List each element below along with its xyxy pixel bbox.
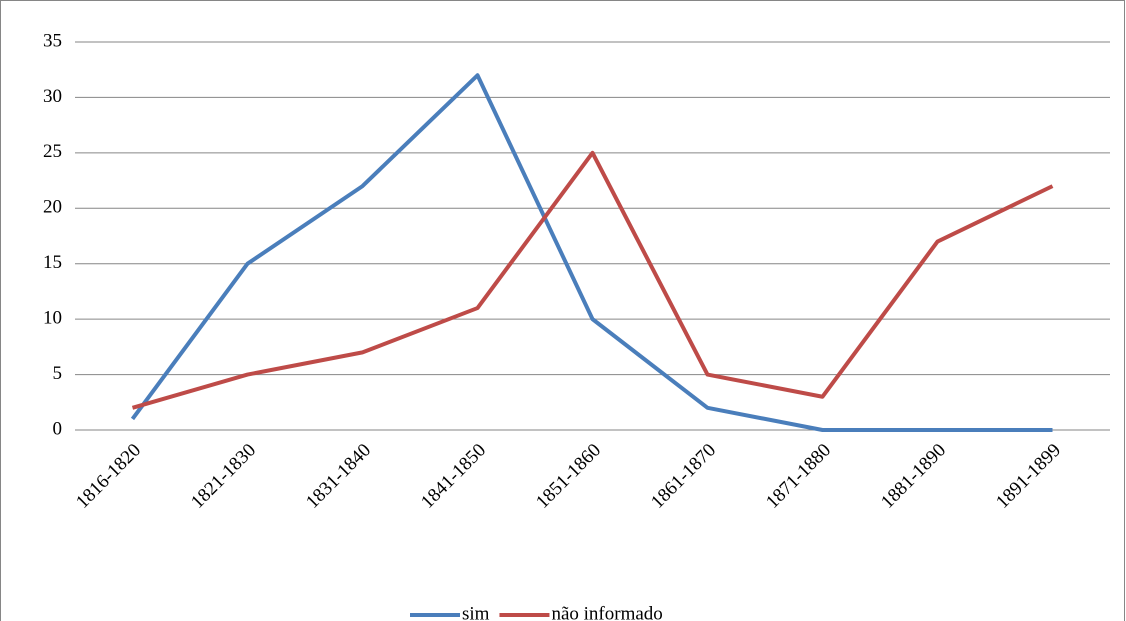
y-tick-label: 35 xyxy=(43,30,62,51)
series-line xyxy=(131,150,1054,410)
x-tick-label: 1821-1830 xyxy=(187,440,260,513)
y-tick-label: 25 xyxy=(43,141,62,162)
y-tick-label: 10 xyxy=(43,308,62,329)
x-tick-label: 1861-1870 xyxy=(647,440,720,513)
legend-label: sim xyxy=(462,603,490,621)
y-tick-label: 20 xyxy=(43,197,62,218)
y-tick-label: 15 xyxy=(43,252,62,273)
legend-label: não informado xyxy=(551,603,662,621)
x-tick-label: 1881-1890 xyxy=(877,440,950,513)
x-tick-label: 1841-1850 xyxy=(417,440,490,513)
y-tick-label: 0 xyxy=(53,418,63,439)
series-line xyxy=(130,73,1053,432)
y-tick-label: 30 xyxy=(43,86,62,107)
x-tick-label: 1816-1820 xyxy=(72,440,145,513)
y-tick-label: 5 xyxy=(53,363,63,384)
x-tick-label: 1891-1899 xyxy=(992,440,1065,513)
x-tick-label: 1851-1860 xyxy=(532,440,605,513)
x-tick-label: 1871-1880 xyxy=(762,440,835,513)
x-tick-label: 1831-1840 xyxy=(302,440,375,513)
